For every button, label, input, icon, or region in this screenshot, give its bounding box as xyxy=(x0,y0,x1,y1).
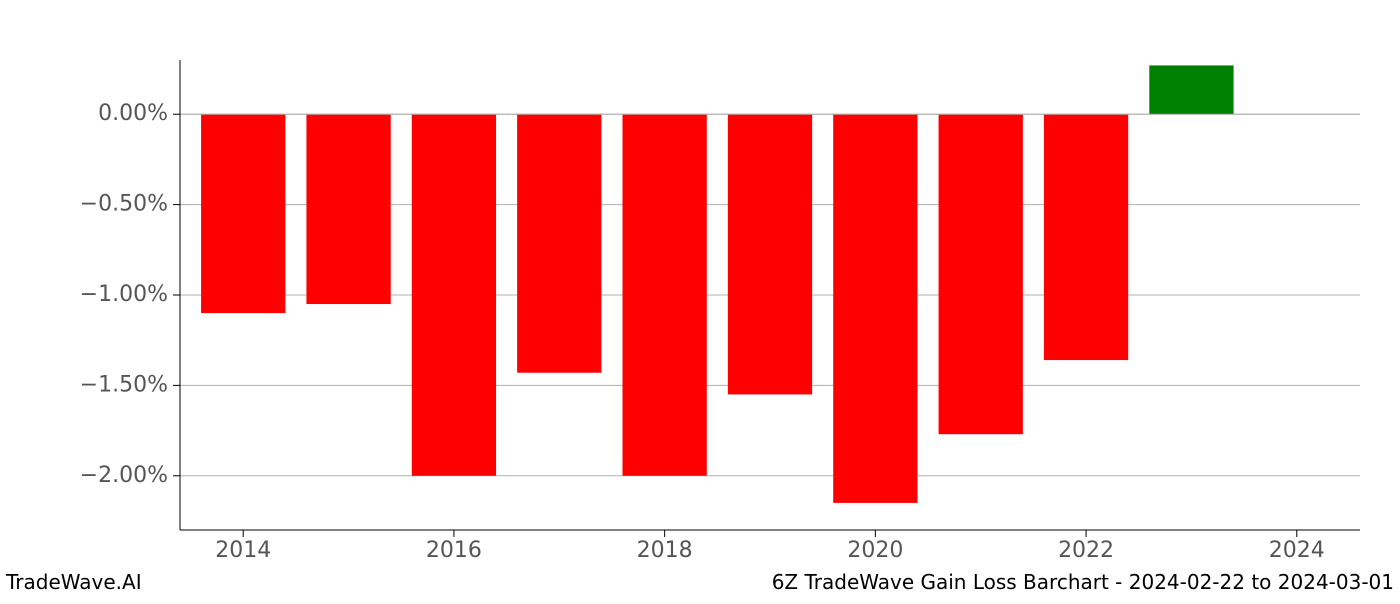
bar xyxy=(728,114,812,394)
x-tick-label: 2016 xyxy=(426,538,482,563)
x-tick-label: 2022 xyxy=(1058,538,1114,563)
bar xyxy=(1149,65,1233,114)
x-tick-label: 2014 xyxy=(215,538,271,563)
bar xyxy=(517,114,601,373)
y-tick-label: −1.50% xyxy=(80,372,168,397)
bar xyxy=(1044,114,1128,360)
x-tick-label: 2020 xyxy=(847,538,903,563)
bar xyxy=(939,114,1023,434)
bar xyxy=(623,114,707,476)
bar xyxy=(201,114,285,313)
bar xyxy=(306,114,390,304)
y-tick-label: −1.00% xyxy=(80,282,168,307)
x-tick-label: 2018 xyxy=(637,538,693,563)
chart-container: 0.00% −0.50% −1.00% −1.50% −2.00% 2014 2016 201… xyxy=(0,0,1400,600)
y-tick-label: −2.00% xyxy=(80,463,168,488)
footer-title: 6Z TradeWave Gain Loss Barchart - 2024-0… xyxy=(772,570,1394,594)
gain-loss-barchart: 0.00% −0.50% −1.00% −1.50% −2.00% 2014 2016 201… xyxy=(0,0,1400,600)
bar xyxy=(412,114,496,476)
footer-brand: TradeWave.AI xyxy=(6,570,142,594)
bar xyxy=(833,114,917,503)
y-tick-label: −0.50% xyxy=(80,192,168,217)
y-tick-label: 0.00% xyxy=(98,101,168,126)
x-tick-label: 2024 xyxy=(1269,538,1325,563)
